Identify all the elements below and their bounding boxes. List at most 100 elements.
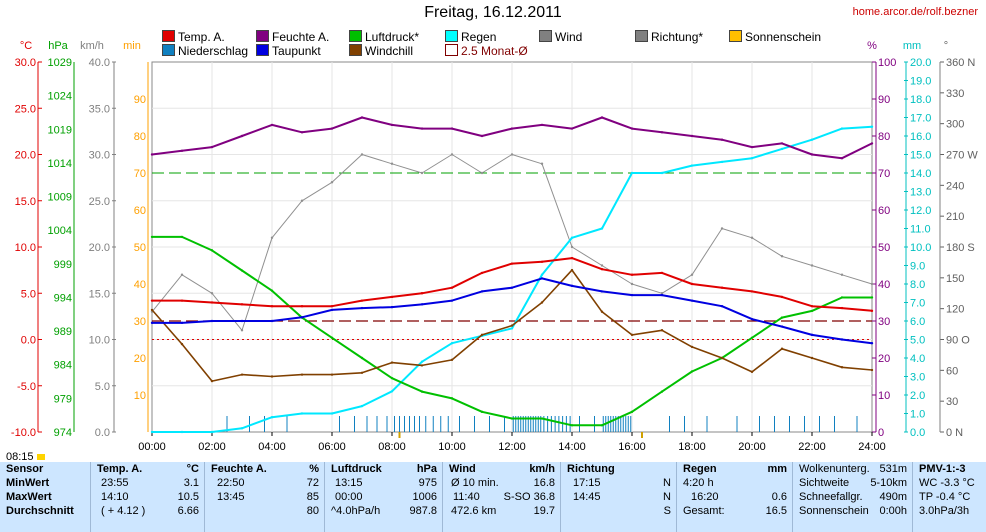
data-point [840, 338, 844, 341]
data-point [270, 289, 274, 292]
data-point [240, 134, 244, 138]
footer-misc: Wolkenunterg. 531m Sichtweite 5-10km Schne… [792, 462, 913, 532]
data-point [510, 153, 514, 156]
time-tick-label: 12:00 [498, 441, 526, 453]
data-point [450, 342, 454, 345]
pressure-tick-label: 974 [54, 427, 72, 439]
dir-tick-label: 210 [946, 211, 964, 223]
footer-direction: Richtung 17:15 N 14:45 N S [560, 462, 677, 532]
data-point [480, 290, 484, 293]
data-point [420, 303, 424, 306]
data-point [600, 310, 604, 313]
footer-humidity: Feuchte A.% 22:50 72 13:45 85 80 [204, 462, 325, 532]
data-point [510, 127, 514, 130]
dir-tick-label: 0 N [946, 427, 963, 439]
footer-temp: Temp. A. °C 23:55 3.1 14:10 10.5 ( + 4.12 )… [90, 462, 205, 532]
data-point [270, 305, 274, 308]
data-point [600, 268, 604, 271]
data-point [540, 277, 544, 280]
data-point [570, 256, 574, 260]
data-point [210, 319, 214, 323]
data-point [750, 336, 754, 340]
data-point [360, 299, 364, 302]
legend-rain: Regen [445, 30, 496, 44]
wind-tick-label: 25.0 [89, 196, 110, 208]
data-point [840, 306, 844, 310]
rain-tick-label: 2.0 [910, 390, 925, 402]
data-point [480, 134, 484, 138]
time-tick-label: 24:00 [858, 441, 886, 453]
data-point [450, 286, 454, 289]
data-point [660, 292, 664, 295]
data-point [870, 282, 874, 286]
data-point [660, 329, 664, 332]
data-point [570, 127, 574, 130]
data-point [360, 404, 364, 408]
data-point [240, 269, 244, 272]
data-point [240, 373, 244, 376]
data-point [300, 316, 304, 319]
pressure-tick-label: 1009 [48, 192, 72, 204]
data-point [750, 236, 754, 239]
data-point [750, 145, 754, 149]
pressure-tick-label: 1024 [48, 91, 72, 103]
data-point [600, 227, 604, 230]
legend-direction: Richtung* [635, 30, 703, 44]
data-point [450, 358, 454, 362]
hum-tick-label: 80 [878, 131, 890, 143]
data-point [510, 327, 514, 330]
data-point [570, 236, 574, 239]
data-point [840, 273, 844, 276]
legend-precipitation: Niederschlag [162, 44, 248, 58]
data-point [390, 162, 394, 165]
wind-tick-label: 15.0 [89, 288, 110, 300]
pressure-tick-label: 984 [54, 360, 72, 372]
data-point [150, 308, 154, 312]
site-link[interactable]: home.arcor.de/rolf.bezner [852, 6, 978, 18]
dir-unit-label: ° [944, 40, 948, 52]
data-point [420, 390, 424, 393]
data-point [240, 329, 244, 332]
data-point [780, 347, 784, 350]
data-point [300, 412, 304, 415]
data-point [480, 410, 484, 414]
data-point [480, 171, 484, 175]
data-point [390, 305, 394, 309]
data-point [630, 333, 634, 337]
data-point [180, 299, 184, 302]
sun-tick-label: 50 [134, 242, 146, 254]
pressure-tick-label: 1014 [48, 158, 72, 170]
dir-tick-label: 270 W [946, 150, 978, 162]
data-point [150, 321, 154, 325]
rain-tick-label: 7.0 [910, 298, 925, 310]
data-point [180, 235, 184, 239]
data-point [180, 321, 184, 325]
rain-tick-label: 9.0 [910, 261, 925, 273]
data-point [330, 127, 334, 130]
legend-temp: Temp. A. [162, 30, 225, 44]
sun-tick-label: 70 [134, 168, 146, 180]
data-point [360, 356, 364, 360]
data-point [330, 373, 334, 376]
data-point [630, 127, 634, 130]
hum-tick-label: 60 [878, 205, 890, 217]
temp-tick-label: 10.0 [15, 242, 36, 254]
data-point [270, 123, 274, 127]
wind-tick-label: 35.0 [89, 103, 110, 115]
rain-tick-label: 6.0 [910, 316, 925, 328]
rain-tick-label: 10.0 [910, 242, 931, 254]
data-point [600, 116, 604, 119]
sun-unit-label: min [123, 40, 141, 52]
data-point [570, 268, 574, 272]
rain-tick-label: 5.0 [910, 335, 925, 347]
sun-icon [36, 454, 45, 460]
data-point [210, 145, 214, 149]
data-point [660, 293, 664, 297]
data-point [240, 319, 244, 323]
data-point [510, 324, 514, 327]
data-point [360, 153, 364, 156]
data-point [630, 410, 634, 414]
rain-tick-label: 8.0 [910, 279, 925, 291]
data-point [420, 292, 424, 295]
wind-tick-label: 30.0 [89, 150, 110, 162]
